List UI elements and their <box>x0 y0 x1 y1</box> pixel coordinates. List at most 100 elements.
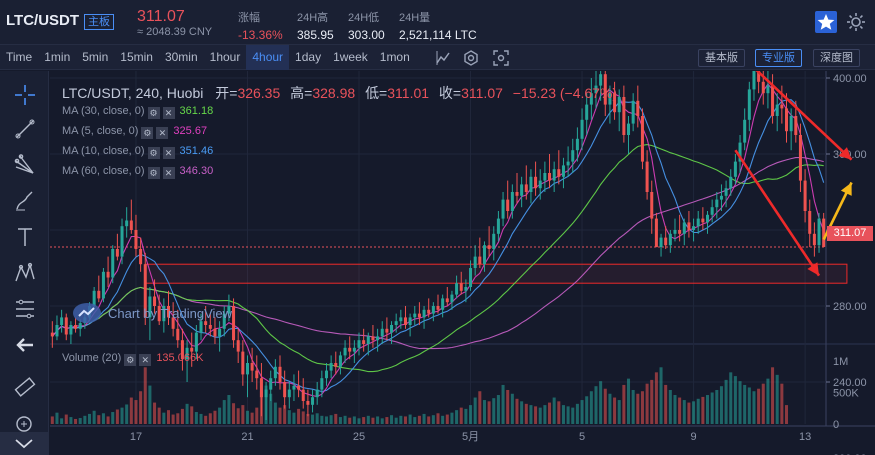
ma60-legend: MA (60, close, 0) ⚙ ✕ 346.30 <box>62 165 214 179</box>
volume-bar <box>548 402 552 424</box>
pro-mode-button[interactable]: 专业版 <box>755 49 802 67</box>
ma10-value: 351.46 <box>179 145 214 157</box>
volume-bar <box>218 407 222 424</box>
volume-value: 135.066K <box>156 352 204 364</box>
volume-bar <box>204 415 208 424</box>
settings-gear-icon[interactable] <box>462 49 480 67</box>
pattern-icon[interactable] <box>13 261 37 285</box>
volume-bar <box>455 410 459 424</box>
volume-bar <box>668 389 672 424</box>
ma30-settings-icon[interactable]: ⚙ <box>147 107 160 119</box>
basic-mode-button[interactable]: 基本版 <box>698 49 745 67</box>
volume-bar <box>139 391 143 424</box>
volume-bar <box>557 401 561 424</box>
candle-body <box>459 283 463 291</box>
volume-bar <box>180 408 184 424</box>
ma10-close-icon[interactable]: ✕ <box>162 147 175 159</box>
candle-body <box>153 296 157 306</box>
ma5-settings-icon[interactable]: ⚙ <box>141 127 154 139</box>
price-chart[interactable]: 440.00400.00360.00320.00280.00240.00200.… <box>50 71 875 455</box>
volume-bar <box>715 389 719 424</box>
candle-body <box>436 306 440 310</box>
pair-name[interactable]: LTC/USDT <box>6 12 80 29</box>
volume-bar <box>729 372 733 424</box>
candle-body <box>636 100 640 116</box>
brush-icon[interactable] <box>13 189 37 213</box>
crosshair-icon[interactable] <box>13 83 37 107</box>
interval-1min[interactable]: 1min <box>44 50 71 64</box>
pitchfork-icon[interactable] <box>13 153 37 177</box>
cny-price: ≈ 2048.39 CNY <box>137 26 213 38</box>
interval-1day[interactable]: 1day <box>295 50 322 64</box>
trend-line-icon[interactable] <box>13 117 37 141</box>
ma5-close-icon[interactable]: ✕ <box>156 127 169 139</box>
legend-close-label: 收= <box>438 85 462 101</box>
candle-body <box>464 287 468 291</box>
candle-body <box>617 97 621 113</box>
ma30-close-icon[interactable]: ✕ <box>162 107 175 119</box>
volume-bar <box>176 413 180 424</box>
candle-body <box>408 317 412 325</box>
candle-body <box>487 245 491 249</box>
candle-body <box>357 340 361 348</box>
legend-close: 311.07 <box>461 85 503 101</box>
ma60-close-icon[interactable]: ✕ <box>162 167 175 179</box>
interval-1week[interactable]: 1week <box>333 50 368 64</box>
volume-bar <box>334 413 338 424</box>
candle-body <box>692 226 696 230</box>
favorite-star-icon[interactable] <box>815 11 837 33</box>
ruler-icon[interactable] <box>13 375 37 399</box>
candle-body <box>97 290 101 299</box>
volume-bar <box>747 387 751 424</box>
theme-gear-icon[interactable] <box>845 11 867 33</box>
volume-bar <box>766 378 770 424</box>
candle-body <box>111 249 115 278</box>
ma10-line <box>51 99 825 393</box>
candle-body <box>450 294 454 303</box>
candle-body <box>775 104 779 116</box>
indicators-icon[interactable] <box>434 49 452 67</box>
ma60-settings-icon[interactable]: ⚙ <box>147 167 160 179</box>
candle-body <box>729 176 733 189</box>
candle-body <box>645 161 649 192</box>
volume-settings-icon[interactable]: ⚙ <box>124 354 137 366</box>
volume-bar <box>292 412 296 424</box>
fib-retracement-icon[interactable] <box>13 297 37 321</box>
interval-5min[interactable]: 5min <box>82 50 109 64</box>
time-tick-label: 21 <box>241 431 253 443</box>
price-tick-label: 200.00 <box>833 453 867 455</box>
volume-close-icon[interactable]: ✕ <box>139 354 152 366</box>
candle-body <box>334 363 338 367</box>
candle-body <box>599 74 603 86</box>
volume-bar <box>761 383 765 424</box>
text-tool-icon[interactable] <box>13 225 37 249</box>
candle-body <box>366 336 370 344</box>
candle-body <box>92 290 96 306</box>
volume-bar <box>64 414 68 424</box>
interval-1mon[interactable]: 1mon <box>379 50 410 64</box>
candle-body <box>659 237 663 248</box>
volume-bar <box>417 415 421 424</box>
candle-body <box>571 150 575 162</box>
interval-15min[interactable]: 15min <box>120 50 153 64</box>
candle-body <box>241 351 245 375</box>
candle-body <box>561 165 565 177</box>
tradingview-watermark[interactable]: Chart by TradingView <box>72 302 232 324</box>
candle-body <box>520 184 524 196</box>
candle-body <box>301 389 305 401</box>
screenshot-icon[interactable] <box>492 49 510 67</box>
volume-bar <box>473 397 477 424</box>
interval-30min[interactable]: 30min <box>164 50 198 64</box>
scroll-down-button[interactable] <box>0 432 49 455</box>
ma10-settings-icon[interactable]: ⚙ <box>147 147 160 159</box>
zoom-in-icon[interactable] <box>13 413 37 437</box>
interval-4hour[interactable]: 4hour <box>246 45 290 70</box>
interval-1hour[interactable]: 1hour <box>209 50 241 64</box>
depth-chart-button[interactable]: 深度图 <box>813 49 860 67</box>
back-arrow-icon[interactable] <box>13 333 37 357</box>
candle-body <box>338 355 342 367</box>
candle-body <box>473 256 477 268</box>
volume-bar <box>436 413 440 424</box>
lower-trend-arrow-head <box>807 262 820 276</box>
interval-time[interactable]: Time <box>6 50 33 64</box>
